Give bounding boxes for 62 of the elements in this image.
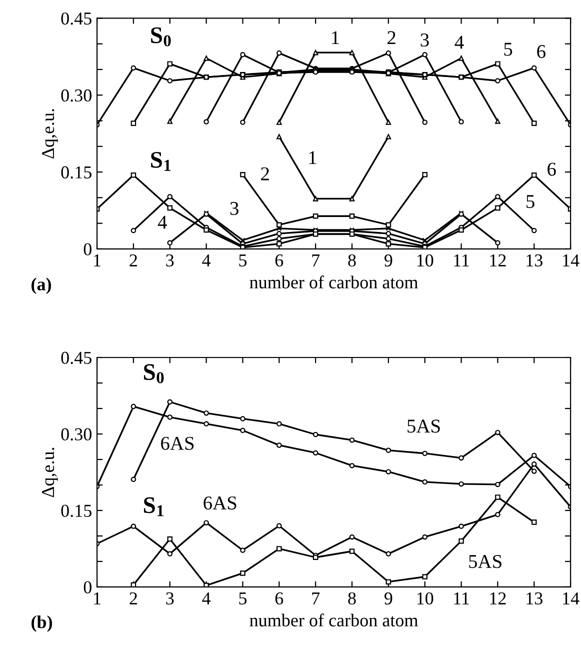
annotation: 6 [548,162,556,176]
x-tick-label: 6 [275,254,284,267]
x-tick-label: 8 [348,592,356,605]
annotation: 3 [420,33,429,47]
x-tick-label: 3 [166,254,174,267]
x-tick-label: 9 [384,254,392,267]
x-tick-label: 7 [312,254,320,266]
annotation: 3 [230,202,238,216]
x-tick-label: 10 [417,592,434,605]
x-tick-label: 1 [94,254,100,266]
y-tick-label: 0.15 [61,504,92,517]
y-tick-label: 0.15 [61,166,92,179]
x-axis-title: number of carbon atom [250,614,418,626]
y-tick-label: 0.30 [61,428,92,441]
x-tick-label: 13 [526,254,542,267]
x-tick-label: 14 [563,254,580,266]
x-tick-label: 4 [202,254,211,266]
y-tick-label: 0.30 [61,89,92,102]
annotation: 6 [537,45,546,58]
y-tick-label: 0 [84,581,92,594]
annotation: 5AS [408,420,440,433]
x-tick-label: 11 [454,254,469,266]
x-tick-label: 8 [348,254,356,267]
annotation: 4 [158,216,167,229]
x-tick-label: 5 [239,592,247,605]
x-tick-label: 11 [454,592,469,604]
x-tick-label: 6 [275,592,284,605]
y-tick-label: 0.45 [61,352,92,364]
x-tick-label: 1 [94,592,100,604]
annotation: 6AS [161,436,194,450]
x-tick-label: 4 [202,592,211,604]
y-tick-label: 0.45 [61,12,92,25]
x-tick-label: 13 [526,592,542,605]
annotation: 2 [388,31,396,44]
annotation: S$_{0}$ [151,27,171,46]
annotation: 2 [261,167,269,180]
annotation: S$_{1}$ [144,497,164,516]
x-tick-label: 3 [166,592,174,605]
x-tick-label: 2 [130,592,137,604]
x-tick-label: 9 [384,592,392,605]
annotation: 5 [504,42,512,56]
x-axis-title: number of carbon atom [250,276,418,288]
annotation: S$_{0}$ [144,364,164,384]
x-tick-label: 5 [239,254,247,267]
annotation: 6AS [204,496,236,510]
x-tick-label: 14 [563,592,580,604]
annotation: 5AS [469,555,502,568]
y-axis-title: Δq,e.u. [42,109,58,158]
x-tick-label: 12 [490,592,506,604]
text: (b) [32,615,52,632]
x-tick-label: 10 [417,254,434,267]
text: (a) [32,278,51,294]
annotation: 1 [332,31,339,44]
x-tick-label: 7 [312,592,320,604]
annotation: S$_{1}$ [151,152,171,171]
y-tick-label: 0 [84,243,92,256]
annotation: 1 [309,151,316,164]
y-axis-title: Δq,e.u. [42,448,58,498]
annotation: 4 [454,36,464,49]
x-tick-label: 2 [130,254,137,266]
annotation: 5 [526,195,534,208]
x-tick-label: 12 [490,254,506,266]
